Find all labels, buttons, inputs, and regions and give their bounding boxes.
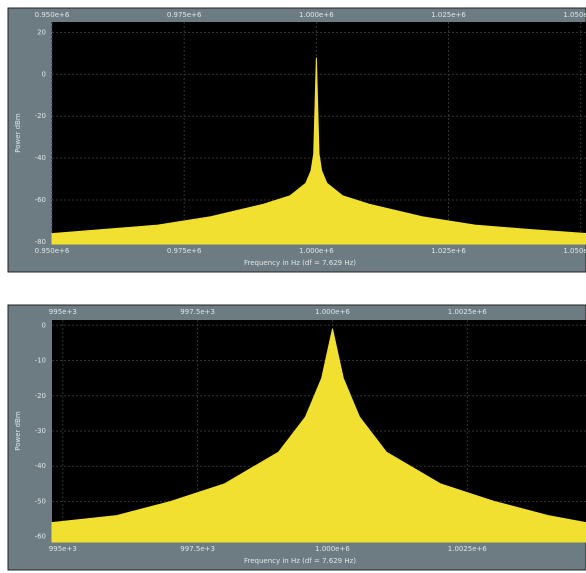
y-tick-label: -60 xyxy=(35,533,46,541)
x-tick-label: 0.950e+6 xyxy=(35,11,70,19)
x-tick-label: 0.975e+6 xyxy=(167,247,202,255)
x-tick-label: 0.950e+6 xyxy=(35,247,70,255)
y-tick-label: 20 xyxy=(37,28,46,36)
y-tick-label: -20 xyxy=(35,392,46,400)
y-tick-label: -10 xyxy=(35,357,46,365)
y-tick-label: -80 xyxy=(35,238,46,246)
y-axis-label: Power dBm xyxy=(14,411,22,451)
x-tick-label: 997.5e+3 xyxy=(180,545,215,553)
x-tick-label: 995e+3 xyxy=(49,545,77,553)
x-axis-label: Frequency in Hz (df = 7.629 Hz) xyxy=(244,557,356,565)
x-tick-label: 0.975e+6 xyxy=(167,11,202,19)
x-tick-label: 995e+3 xyxy=(49,308,77,316)
y-tick-label: -50 xyxy=(35,497,46,505)
x-tick-label: 1.0025e+6 xyxy=(448,545,488,553)
y-tick-label: -40 xyxy=(35,462,46,470)
x-axis-label: Frequency in Hz (df = 7.629 Hz) xyxy=(244,259,356,267)
x-tick-label: 1.000e+6 xyxy=(315,545,350,553)
y-tick-label: -20 xyxy=(35,112,46,120)
spectrum-trace xyxy=(51,57,586,245)
x-tick-label: 1.000e+6 xyxy=(299,11,334,19)
y-tick-label: 0 xyxy=(42,321,46,329)
x-tick-label: 1.000e+6 xyxy=(315,308,350,316)
x-tick-label: 1.050e+6 xyxy=(563,247,586,255)
x-tick-label: 1.050e+6 xyxy=(563,11,586,19)
x-tick-label: 1.025e+6 xyxy=(431,11,466,19)
y-tick-label: 0 xyxy=(42,70,46,78)
x-tick-label: 1.000e+6 xyxy=(299,247,334,255)
x-tick-label: 1.025e+6 xyxy=(431,247,466,255)
x-tick-label: 997.5e+3 xyxy=(180,308,215,316)
spectrum-trace xyxy=(51,328,586,543)
y-tick-label: -40 xyxy=(35,154,46,162)
x-tick-label: 1.0025e+6 xyxy=(448,308,488,316)
y-axis-label: Power dBm xyxy=(14,113,22,153)
y-tick-label: -30 xyxy=(35,427,46,435)
y-tick-label: -60 xyxy=(35,196,46,204)
